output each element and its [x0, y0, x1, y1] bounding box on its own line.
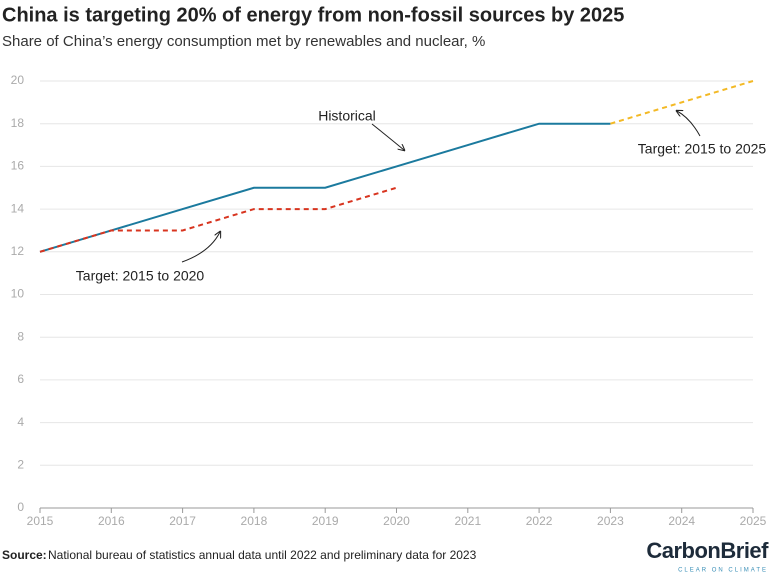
annotation: Historical	[318, 108, 376, 124]
arrow	[677, 111, 701, 137]
y-tick-label: 8	[17, 329, 24, 343]
y-tick-label: 10	[11, 287, 25, 301]
x-tick-label: 2023	[597, 514, 624, 528]
source-text: National bureau of statistics annual dat…	[48, 548, 477, 562]
line-series	[39, 186, 397, 253]
logo: CarbonBrief	[646, 538, 769, 563]
x-tick-label: 2022	[526, 514, 553, 528]
x-tick-label: 2016	[98, 514, 125, 528]
x-tick-label: 2017	[169, 514, 196, 528]
y-tick-label: 4	[17, 415, 24, 429]
x-tick-label: 2021	[454, 514, 481, 528]
x-tick-label: 2018	[241, 514, 268, 528]
arrow	[371, 123, 404, 150]
x-tick-label: 2020	[383, 514, 410, 528]
y-tick-label: 2	[17, 457, 24, 471]
annotation: Target: 2015 to 2020	[76, 268, 205, 284]
logo-tagline: CLEAR ON CLIMATE	[678, 568, 768, 574]
line-series	[39, 122, 611, 253]
y-tick-label: 18	[11, 116, 25, 130]
y-tick-label: 16	[11, 159, 25, 173]
y-tick-label: 20	[11, 73, 25, 87]
chart-subtitle: Share of China’s energy consumption met …	[2, 33, 485, 50]
x-tick-label: 2025	[740, 514, 767, 528]
annotation: Target: 2015 to 2025	[638, 141, 767, 157]
y-tick-label: 12	[11, 244, 25, 258]
source-label: Source:	[2, 548, 47, 562]
line-series	[610, 80, 754, 125]
arrow	[181, 232, 220, 263]
chart-title: China is targeting 20% of energy from no…	[2, 4, 624, 26]
x-tick-label: 2024	[668, 514, 695, 528]
y-tick-label: 0	[17, 500, 24, 514]
y-tick-label: 6	[17, 372, 24, 386]
y-tick-label: 14	[11, 201, 25, 215]
x-tick-label: 2015	[27, 514, 54, 528]
x-tick-label: 2019	[312, 514, 339, 528]
